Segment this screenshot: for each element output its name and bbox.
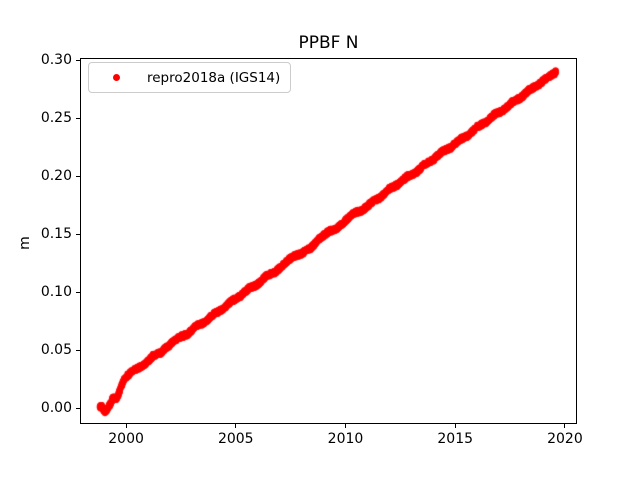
legend: repro2018a (IGS14)	[88, 62, 292, 93]
legend-marker-icon	[113, 74, 120, 81]
y-tick-mark	[76, 349, 80, 351]
x-tick-mark	[345, 424, 346, 428]
y-tick-label: 0.05	[40, 342, 72, 359]
legend-label: repro2018a (IGS14)	[147, 69, 281, 86]
x-tick-label: 2005	[217, 431, 254, 447]
y-tick-label: 0.25	[40, 110, 72, 127]
x-tick-label: 2015	[437, 431, 474, 447]
y-tick-mark	[76, 117, 80, 119]
x-tick-mark	[564, 424, 566, 428]
y-tick-mark	[76, 407, 80, 409]
scatter-canvas	[80, 58, 577, 424]
y-tick-label: 0.10	[40, 284, 72, 301]
y-tick-label: 0.15	[40, 226, 72, 243]
y-tick-mark	[76, 59, 80, 61]
y-tick-label: 0.20	[40, 168, 72, 185]
x-tick-mark	[454, 424, 456, 428]
x-tick-label: 2000	[108, 431, 144, 447]
x-tick-label: 2010	[327, 431, 364, 447]
x-tick-mark	[235, 424, 237, 428]
y-tick-label: 0.30	[40, 52, 72, 69]
y-axis-label: m	[17, 236, 33, 250]
y-tick-mark	[76, 233, 80, 235]
y-tick-label: 0.00	[40, 400, 72, 416]
y-tick-mark	[76, 175, 80, 177]
x-tick-mark	[125, 424, 127, 428]
y-tick-mark	[76, 291, 80, 293]
chart-title: PPBF N	[298, 33, 359, 53]
x-tick-label: 2020	[547, 431, 583, 447]
